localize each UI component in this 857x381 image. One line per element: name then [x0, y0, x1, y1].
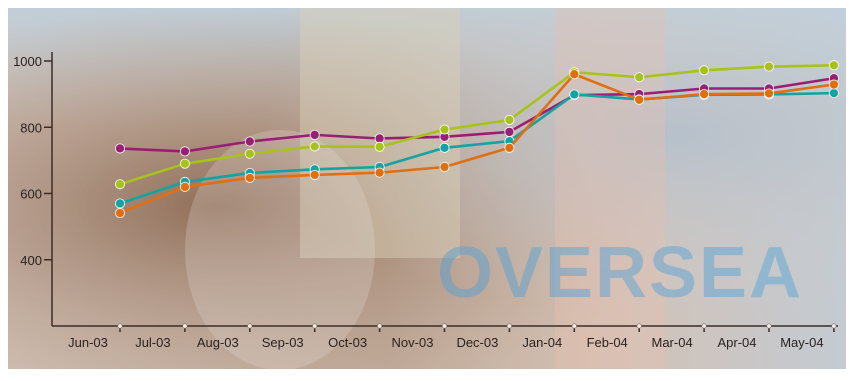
- series-line: [119, 72, 835, 215]
- data-point: [179, 146, 190, 157]
- data-point: [244, 148, 255, 159]
- x-tick-label: May-04: [780, 335, 823, 350]
- y-tick-label: 1000: [13, 54, 42, 69]
- data-point: [634, 72, 645, 83]
- x-tick-label: Oct-03: [328, 335, 367, 350]
- y-tick-label: 600: [20, 187, 42, 202]
- data-point: [374, 133, 385, 144]
- series-layer: [115, 60, 839, 219]
- data-point: [699, 65, 710, 76]
- x-tick-label: Jan-04: [522, 335, 562, 350]
- x-tick-dot: [831, 323, 837, 329]
- data-point: [439, 142, 450, 153]
- data-point: [179, 158, 190, 169]
- x-tick-dot: [377, 323, 383, 329]
- data-point: [115, 208, 126, 219]
- data-point: [309, 141, 320, 152]
- x-tick-label: Nov-03: [392, 335, 434, 350]
- data-point: [115, 143, 126, 154]
- data-point: [179, 181, 190, 192]
- data-point: [828, 60, 839, 71]
- x-tick-label: Jul-03: [135, 335, 170, 350]
- data-point: [764, 88, 775, 99]
- x-tick-dot: [766, 323, 772, 329]
- data-point: [828, 79, 839, 90]
- series-line: [119, 64, 834, 186]
- data-point: [569, 89, 580, 100]
- data-point: [634, 94, 645, 105]
- x-tick-label: Apr-04: [717, 335, 756, 350]
- data-point: [764, 61, 775, 72]
- data-point: [309, 169, 320, 180]
- x-tick-label: Sep-03: [262, 335, 304, 350]
- data-point: [244, 172, 255, 183]
- watermark-text: OVERSEA: [437, 233, 803, 313]
- data-point: [569, 69, 580, 80]
- series-line: [119, 76, 835, 153]
- data-point: [439, 124, 450, 135]
- x-tick-dot: [636, 323, 642, 329]
- x-tick-label: Mar-04: [652, 335, 693, 350]
- x-tick-dot: [701, 323, 707, 329]
- data-point: [244, 136, 255, 147]
- data-point: [115, 198, 126, 209]
- data-point: [374, 141, 385, 152]
- data-point: [828, 88, 839, 99]
- data-point: [699, 89, 710, 100]
- y-tick-label: 400: [20, 253, 42, 268]
- x-tick-dot: [247, 323, 253, 329]
- x-tick-label: Dec-03: [456, 335, 498, 350]
- x-tick-dot: [441, 323, 447, 329]
- series-4: [115, 69, 839, 219]
- data-point: [504, 142, 515, 153]
- data-point: [374, 167, 385, 178]
- x-tick-dot: [571, 323, 577, 329]
- data-point: [309, 129, 320, 140]
- x-tick-dot: [182, 323, 188, 329]
- x-tick-label: Feb-04: [587, 335, 628, 350]
- x-tick-label: Aug-03: [197, 335, 239, 350]
- data-point: [504, 114, 515, 125]
- x-tick-dot: [312, 323, 318, 329]
- y-tick-label: 800: [20, 120, 42, 135]
- x-tick-dot: [506, 323, 512, 329]
- data-point: [439, 161, 450, 172]
- data-point: [504, 126, 515, 137]
- axes: 400 600 800 1000 Jun-03 Jul-03 Aug-03 Sep-03 Oct…: [13, 52, 838, 350]
- data-point: [115, 179, 126, 190]
- x-tick-label: Jun-03: [68, 335, 108, 350]
- x-tick-dot: [117, 323, 123, 329]
